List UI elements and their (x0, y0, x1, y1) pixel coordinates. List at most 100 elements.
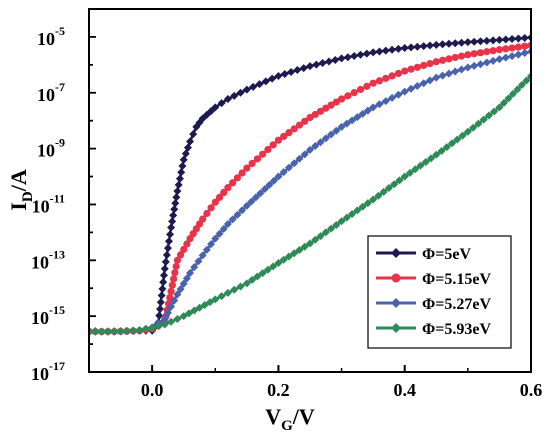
data-point (253, 155, 261, 163)
data-point (384, 184, 393, 193)
data-point (390, 180, 399, 189)
data-point (411, 165, 420, 174)
data-point (327, 101, 335, 109)
data-point (382, 74, 390, 82)
data-point (247, 197, 256, 206)
x-tick-label: 0.4 (393, 380, 416, 400)
legend-item: Φ=5.15eV (376, 271, 491, 288)
data-point (432, 58, 440, 66)
data-point (253, 272, 262, 281)
data-point (413, 42, 422, 51)
data-point (223, 219, 232, 228)
data-point (407, 43, 416, 52)
data-point (195, 303, 204, 312)
data-point (171, 199, 180, 208)
data-point (517, 80, 526, 89)
data-point (306, 239, 314, 248)
data-point (174, 180, 183, 189)
data-point (522, 76, 531, 85)
data-point (135, 325, 144, 334)
legend-item: Φ=5.27eV (376, 296, 491, 313)
data-point (103, 327, 112, 336)
series-3 (89, 47, 531, 336)
data-point (284, 252, 293, 261)
y-tick-label: 10-11 (32, 191, 65, 216)
data-point (173, 256, 181, 264)
data-point (463, 127, 472, 136)
data-point (242, 201, 251, 210)
data-point (215, 193, 224, 201)
data-point (97, 327, 106, 336)
data-point (172, 193, 181, 202)
x-tick-label: 0.6 (520, 380, 543, 400)
data-point (190, 263, 199, 272)
data-point (337, 122, 346, 131)
data-point (168, 281, 176, 289)
data-point (358, 109, 367, 118)
data-point (504, 94, 513, 103)
data-point (290, 249, 299, 258)
data-point (173, 314, 182, 323)
data-point (158, 284, 167, 293)
x-axis-title: VG/V (265, 404, 315, 434)
data-point (502, 45, 510, 53)
data-point (520, 49, 529, 58)
data-point (295, 154, 304, 163)
data-point (353, 113, 362, 122)
data-point (290, 125, 298, 133)
data-point (179, 155, 188, 164)
data-point (170, 205, 179, 214)
data-point (236, 282, 245, 291)
data-point (375, 77, 384, 85)
data-point (501, 35, 510, 44)
data-point (476, 37, 485, 46)
data-point (483, 48, 491, 56)
plot-frame (88, 8, 532, 373)
legend: Φ=5eV Φ=5.15eV Φ=5.27eV Φ=5.93eV (367, 235, 512, 349)
data-point (375, 100, 384, 109)
legend-item: Φ=5eV (376, 246, 471, 263)
data-point (513, 85, 522, 94)
data-point (211, 295, 220, 304)
data-point (316, 232, 325, 241)
data-point (482, 58, 491, 67)
data-point (316, 107, 325, 115)
data-point (159, 278, 168, 287)
data-point (162, 250, 171, 259)
data-point (183, 143, 192, 152)
data-point (508, 34, 517, 43)
data-point (248, 159, 256, 168)
data-point (474, 119, 483, 128)
data-point (148, 323, 157, 332)
data-point (207, 240, 216, 249)
data-point (189, 130, 198, 139)
data-point (514, 50, 523, 59)
data-point (160, 314, 169, 323)
data-point (445, 55, 453, 63)
data-point (161, 257, 170, 266)
data-point (311, 142, 320, 151)
data-point (432, 40, 441, 49)
data-point (358, 202, 367, 211)
data-point (332, 98, 340, 106)
data-point (293, 66, 302, 75)
data-point (110, 327, 119, 336)
data-point (375, 47, 384, 56)
data-point (489, 47, 497, 55)
data-point (156, 304, 165, 313)
y-tick-label: 10-13 (31, 247, 65, 272)
data-point (457, 52, 466, 60)
data-point (476, 60, 485, 69)
data-point (274, 136, 283, 144)
data-point (501, 53, 510, 62)
data-point (159, 271, 168, 280)
data-point (280, 132, 288, 141)
data-point (514, 34, 523, 43)
data-point (167, 223, 176, 232)
data-point (179, 279, 188, 288)
data-point (207, 204, 215, 212)
data-point (369, 195, 378, 204)
y-tick-label: 10-17 (31, 359, 65, 384)
data-point (369, 103, 378, 112)
data-point (514, 43, 522, 51)
